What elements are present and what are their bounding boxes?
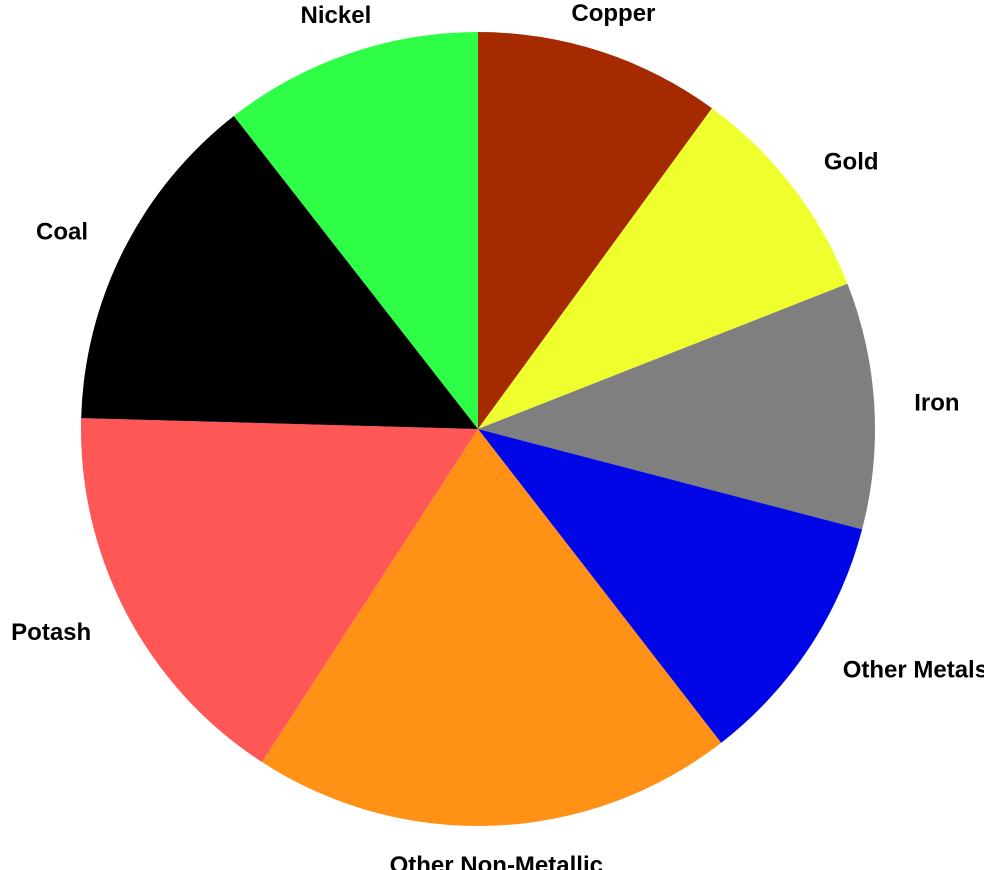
slice-other-non-metallic xyxy=(261,429,722,826)
slice-label-gold: Gold xyxy=(824,148,879,175)
slice-gold xyxy=(478,108,848,430)
slice-label-nickel: Nickel xyxy=(301,2,372,29)
slice-potash xyxy=(81,418,478,763)
slice-label-other-metals: Other Metals xyxy=(843,656,984,683)
slice-iron xyxy=(478,283,876,530)
slice-label-iron: Iron xyxy=(914,390,959,417)
slice-copper xyxy=(478,32,712,429)
slice-coal xyxy=(81,115,479,430)
slice-label-other-non-metallic: Other Non-Metallic xyxy=(390,852,603,870)
slices-layer xyxy=(81,32,876,826)
slice-label-coal: Coal xyxy=(36,218,88,245)
slice-label-potash: Potash xyxy=(11,619,91,646)
slice-other-metals xyxy=(478,429,863,743)
slice-nickel xyxy=(233,32,478,429)
labels-layer: Copper Gold Iron Other Metals Other Non-Meta… xyxy=(11,0,984,870)
slice-label-copper: Copper xyxy=(571,0,655,27)
